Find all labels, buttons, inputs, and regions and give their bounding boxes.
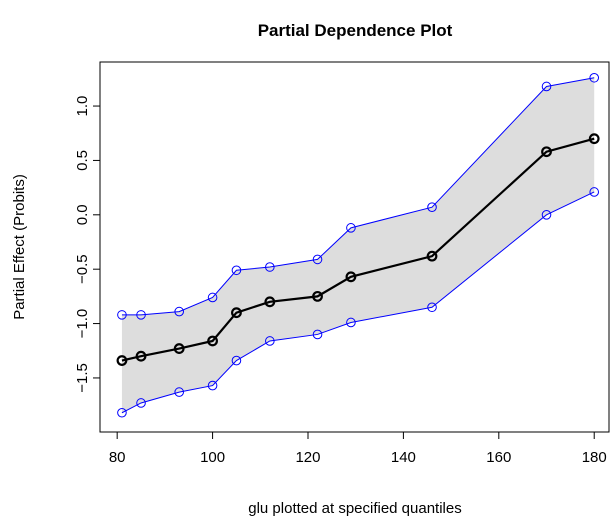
data-point <box>345 271 357 283</box>
data-point <box>346 223 356 233</box>
data-point <box>312 254 323 265</box>
data-point <box>207 292 218 303</box>
data-point <box>231 307 242 319</box>
x-tick-label: 140 <box>391 449 416 466</box>
data-point <box>231 265 242 276</box>
x-axis-label: glu plotted at specified quantiles <box>248 500 461 517</box>
data-point <box>135 350 147 362</box>
data-point <box>174 306 184 317</box>
data-point <box>136 310 146 320</box>
data-point <box>264 296 276 308</box>
data-point <box>207 380 218 391</box>
chart-title: Partial Dependence Plot <box>258 21 453 40</box>
data-point <box>541 146 552 158</box>
y-tick-label: −1.0 <box>74 309 91 339</box>
y-tick-label: −0.5 <box>74 254 91 284</box>
x-tick-label: 160 <box>486 449 511 466</box>
data-point <box>231 355 242 366</box>
series-line <box>121 77 595 316</box>
data-point <box>265 262 275 272</box>
series-line <box>121 137 595 362</box>
data-point <box>541 81 552 92</box>
x-tick-label: 80 <box>109 449 126 466</box>
data-point <box>265 336 275 346</box>
data-point <box>312 290 323 302</box>
data-point <box>117 407 127 418</box>
x-tick-label: 100 <box>200 449 225 466</box>
x-tick-label: 180 <box>582 449 607 466</box>
data-point <box>116 355 128 366</box>
data-point <box>541 210 552 220</box>
data-point <box>174 387 184 397</box>
data-point <box>117 310 127 320</box>
data-point <box>588 133 600 145</box>
data-point <box>589 187 600 197</box>
data-point <box>427 202 437 212</box>
confidence-band <box>121 77 595 413</box>
y-tick-label: −1.5 <box>74 363 91 393</box>
y-tick-label: 0.5 <box>74 150 91 171</box>
data-point <box>136 398 146 408</box>
x-tick-label: 120 <box>295 449 320 466</box>
data-point <box>346 317 356 328</box>
plot-box <box>99 61 610 433</box>
data-point <box>173 343 185 354</box>
data-point <box>426 250 438 262</box>
data-point <box>312 329 323 340</box>
y-tick-label: 0.0 <box>74 204 91 225</box>
data-point <box>589 72 600 83</box>
y-tick-label: 1.0 <box>74 96 91 117</box>
y-axis-label: Partial Effect (Probits) <box>11 174 28 320</box>
data-point <box>427 302 437 313</box>
series-line <box>121 191 595 414</box>
data-point <box>207 335 218 347</box>
